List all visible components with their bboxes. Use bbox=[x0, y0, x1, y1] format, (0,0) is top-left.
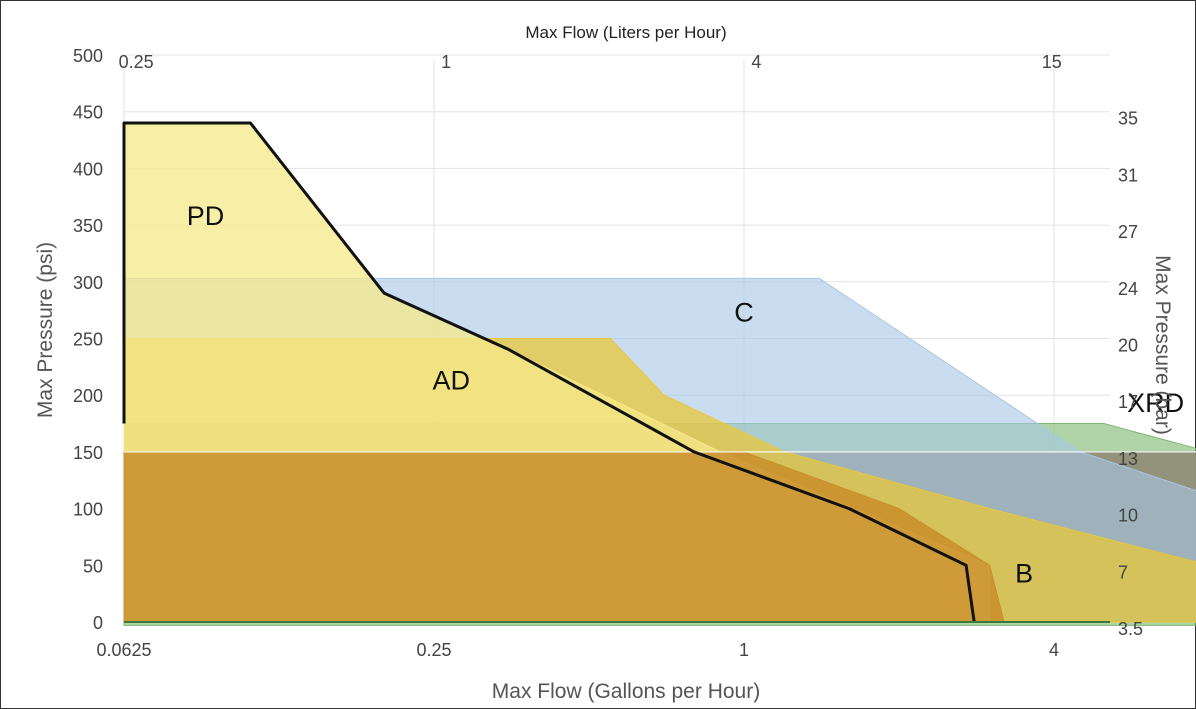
y2-tick-label: 7 bbox=[1118, 562, 1128, 582]
y-tick-label: 300 bbox=[73, 273, 103, 293]
x2-tick-label: 1 bbox=[441, 52, 451, 72]
y-axis-title: Max Pressure (psi) bbox=[34, 242, 57, 418]
region-labels: SGSDXREXRDCADPDB bbox=[187, 201, 1184, 588]
x-tick-label: 4 bbox=[1049, 640, 1059, 660]
region-separator bbox=[124, 451, 1196, 453]
region-label-pd: PD bbox=[187, 201, 225, 231]
x-tick-label: 1 bbox=[739, 640, 749, 660]
y-tick-label: 400 bbox=[73, 159, 103, 179]
y-tick-label: 150 bbox=[73, 443, 103, 463]
y-tick-label: 200 bbox=[73, 386, 103, 406]
y2-tick-label: 35 bbox=[1118, 109, 1138, 129]
y-tick-label: 350 bbox=[73, 216, 103, 236]
region-label-c: C bbox=[734, 297, 754, 327]
pd-boundary-line bbox=[122, 121, 976, 623]
y2-tick-label: 17 bbox=[1118, 392, 1138, 412]
y2-tick-label: 3.5 bbox=[1118, 619, 1143, 639]
y-tick-label: 50 bbox=[83, 556, 103, 576]
y2-tick-label: 31 bbox=[1118, 165, 1138, 185]
top-axis-title: Max Flow (Liters per Hour) bbox=[525, 23, 726, 42]
region-label-xrd: XRD bbox=[1127, 388, 1184, 418]
y2-tick-label: 20 bbox=[1118, 336, 1138, 356]
y2-tick-label: 10 bbox=[1118, 506, 1138, 526]
y2-tick-label: 24 bbox=[1118, 279, 1138, 299]
regions bbox=[123, 122, 1196, 626]
x-tick-label: 0.0625 bbox=[96, 640, 151, 660]
y-tick-label: 0 bbox=[93, 613, 103, 633]
region-label-ad: AD bbox=[432, 366, 470, 396]
y2-axis-title: Max Pressure (bar) bbox=[1151, 255, 1174, 435]
tick-labels: 0.06250.251416642560.2514156024097005010… bbox=[73, 46, 1143, 660]
x-axis-title: Max Flow (Gallons per Hour) bbox=[492, 680, 760, 703]
y-tick-label: 250 bbox=[73, 330, 103, 350]
y2-tick-label: 13 bbox=[1118, 449, 1138, 469]
x2-tick-label: 4 bbox=[751, 52, 761, 72]
x2-tick-label: 0.25 bbox=[119, 52, 154, 72]
y-tick-label: 450 bbox=[73, 103, 103, 123]
y-tick-label: 500 bbox=[73, 46, 103, 66]
y2-tick-label: 27 bbox=[1118, 222, 1138, 242]
y-tick-label: 100 bbox=[73, 500, 103, 520]
pd-outline bbox=[122, 121, 1110, 623]
x-tick-label: 0.25 bbox=[416, 640, 451, 660]
x2-tick-label: 15 bbox=[1042, 52, 1062, 72]
region-label-b: B bbox=[1015, 558, 1033, 588]
